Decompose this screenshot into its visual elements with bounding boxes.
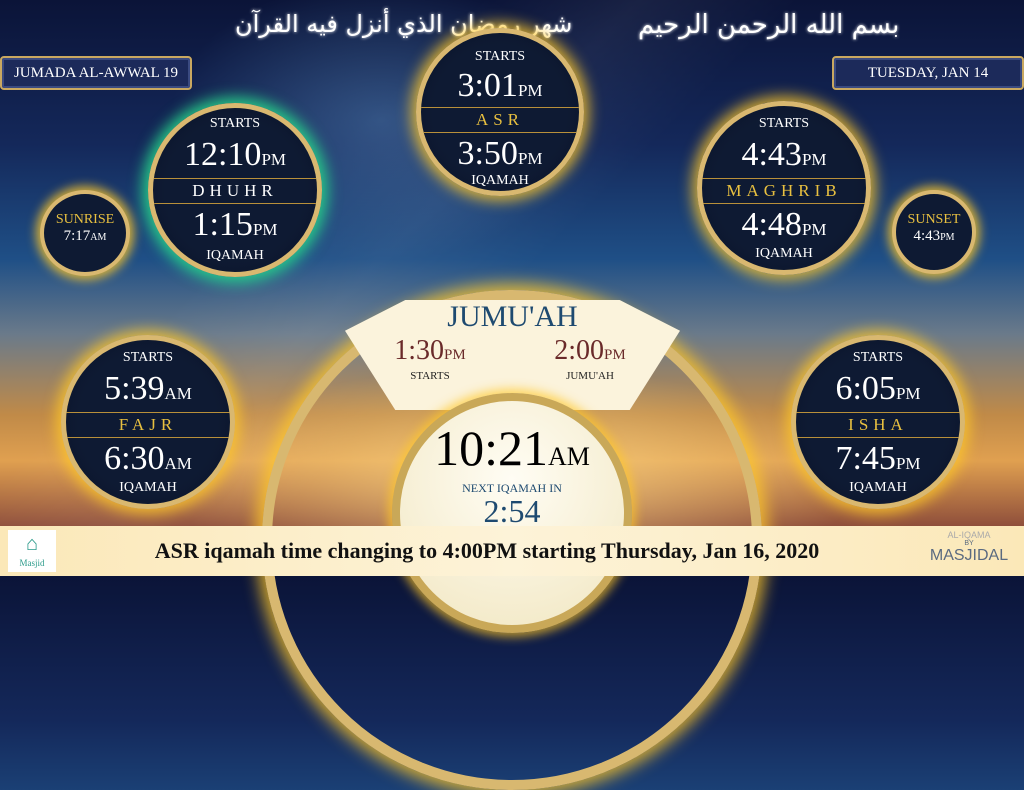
prayer-name: MAGHRIB [702, 178, 866, 204]
brand-line1: AL-IQAMA [947, 530, 991, 540]
prayer-isha: STARTS 6:05PM ISHA 7:45PM IQAMAH [791, 335, 965, 509]
next-iqamah-countdown: 2:54 [483, 493, 541, 529]
iqamah-label: IQAMAH [471, 173, 529, 188]
start-time: 12:10 [183, 136, 262, 173]
start-ampm: PM [801, 150, 827, 169]
announcement-ticker: ⌂ Masjid ASR iqamah time changing to 4:0… [0, 526, 1024, 576]
prayer-asr: STARTS 3:01PM ASR 3:50PM IQAMAH [416, 28, 584, 196]
iqamah-time: 1:15 [192, 206, 253, 243]
sunrise-time: 7:17 [63, 228, 91, 244]
next-iqamah-label: NEXT IQAMAH IN [462, 481, 562, 495]
start-time: 3:01 [457, 67, 518, 104]
iqamah-time: 7:45 [835, 440, 896, 477]
jumuah-time-ampm: PM [604, 347, 626, 363]
jumuah-time-value: 2:00 [554, 335, 605, 366]
prayer-name: DHUHR [153, 178, 317, 204]
jumuah-time-label: JUMU'AH [566, 370, 614, 382]
starts-label: STARTS [474, 49, 526, 64]
jumuah-start-ampm: PM [444, 347, 466, 363]
start-time: 6:05 [835, 370, 896, 407]
start-ampm: PM [261, 150, 287, 169]
iqamah-time: 3:50 [457, 135, 518, 172]
iqamah-ampm: PM [895, 454, 921, 473]
start-ampm: PM [895, 384, 921, 403]
iqamah-label: IQAMAH [755, 246, 813, 261]
sunrise-label: SUNRISE [55, 212, 115, 227]
jumuah-start-label: STARTS [410, 370, 450, 382]
starts-label: STARTS [852, 350, 904, 365]
sunrise-ampm: AM [90, 232, 107, 243]
jumuah-time: 2:00PM JUMU'AH [542, 335, 638, 383]
iqamah-label: IQAMAH [849, 480, 907, 495]
brand-line3: MASJIDAL [929, 547, 1009, 564]
gregorian-date: TUESDAY, JAN 14 [832, 56, 1024, 90]
sunset-ampm: PM [940, 232, 955, 243]
iqamah-label: IQAMAH [206, 248, 264, 263]
prayer-fajr: STARTS 5:39AM FAJR 6:30AM IQAMAH [61, 335, 235, 509]
prayer-name: ASR [421, 107, 579, 133]
start-ampm: PM [517, 81, 543, 100]
hijri-date: JUMADA AL-AWWAL 19 [0, 56, 192, 90]
iqamah-label: IQAMAH [119, 480, 177, 495]
iqamah-time: 6:30 [104, 440, 165, 477]
prayer-dhuhr: STARTS 12:10PM DHUHR 1:15PM IQAMAH [148, 103, 322, 277]
prayer-name: FAJR [66, 412, 230, 438]
starts-label: STARTS [758, 116, 810, 131]
brand: AL-IQAMA BY MASJIDAL [924, 530, 1014, 565]
hijri-date-text: JUMADA AL-AWWAL 19 [13, 64, 179, 81]
current-ampm: AM [548, 442, 590, 471]
iqamah-ampm: AM [164, 454, 192, 473]
starts-label: STARTS [122, 350, 174, 365]
iqamah-ampm: PM [517, 149, 543, 168]
iqamah-ampm: PM [252, 220, 278, 239]
current-time: 10:21 [434, 420, 548, 476]
sunset-circle: SUNSET 4:43PM [892, 190, 976, 274]
calligraphy-right: بسم الله الرحمن الرحيم [638, 10, 900, 40]
iqamah-time: 4:48 [741, 206, 802, 243]
mosque-icon: ⌂ [25, 533, 38, 555]
jumuah-start-time: 1:30 [394, 335, 445, 366]
iqamah-ampm: PM [801, 220, 827, 239]
start-ampm: AM [164, 384, 192, 403]
start-time: 4:43 [741, 136, 802, 173]
masjid-logo: ⌂ Masjid [8, 530, 56, 572]
jumuah-start: 1:30PM STARTS [385, 335, 475, 383]
start-time: 5:39 [104, 370, 165, 407]
prayer-name: ISHA [796, 412, 960, 438]
logo-text: Masjid [19, 558, 45, 568]
sunset-label: SUNSET [907, 212, 961, 227]
sunset-time: 4:43 [913, 228, 941, 244]
ticker-message: ASR iqamah time changing to 4:00PM start… [154, 538, 820, 563]
jumuah-title: JUMU'AH [447, 300, 578, 333]
prayer-maghrib: STARTS 4:43PM MAGHRIB 4:48PM IQAMAH [697, 101, 871, 275]
gregorian-date-text: TUESDAY, JAN 14 [867, 64, 989, 81]
brand-line2: BY [964, 540, 974, 547]
sunrise-circle: SUNRISE 7:17AM [40, 190, 130, 276]
clock-circle: 10:21AM NEXT IQAMAH IN 2:54 [392, 393, 632, 633]
jumuah-panel [345, 300, 680, 410]
starts-label: STARTS [209, 116, 261, 131]
